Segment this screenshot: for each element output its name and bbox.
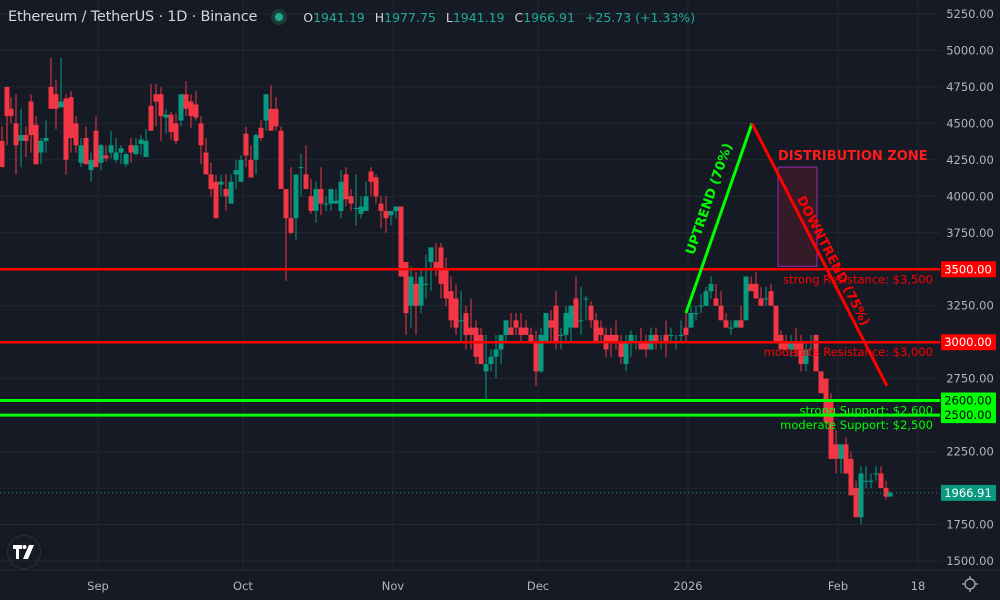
svg-text:3250.00: 3250.00	[946, 299, 994, 313]
svg-text:1500.00: 1500.00	[946, 554, 994, 568]
zone-label: DISTRIBUTION ZONE	[778, 149, 928, 164]
svg-text:5250.00: 5250.00	[946, 7, 994, 21]
svg-text:2750.00: 2750.00	[946, 372, 994, 386]
level-label: moderate Resistance: $3,000	[764, 345, 933, 359]
svg-text:Nov: Nov	[382, 579, 405, 593]
distribution-zone: DISTRIBUTION ZONE	[777, 149, 928, 267]
svg-text:4500.00: 4500.00	[946, 116, 994, 130]
svg-text:2026: 2026	[673, 579, 702, 593]
svg-text:Dec: Dec	[527, 579, 549, 593]
price-axis-labels: 5250.00 5000.00 4750.00 4500.00 4250.00 4000.…	[946, 7, 994, 568]
horizontal-levels[interactable]: strong Resistance: $3,500 moderate Resist…	[0, 268, 940, 432]
low-label: L	[445, 9, 453, 25]
time-axis[interactable]	[0, 571, 940, 600]
svg-text:2250.00: 2250.00	[946, 445, 994, 459]
candlestick-series	[0, 57, 893, 525]
high-value: 1977.75	[384, 9, 436, 25]
svg-text:Sep: Sep	[87, 579, 109, 593]
svg-text:4250.00: 4250.00	[946, 153, 994, 167]
gear-icon[interactable]	[960, 575, 980, 595]
time-axis-labels: Sep Oct Nov Dec 2026 Feb 18	[87, 579, 925, 593]
trendline	[684, 122, 754, 314]
chart-header: Ethereum / TetherUS · 1D · Binance O1941…	[8, 6, 695, 28]
change-value: +25.73 (+1.33%)	[584, 9, 696, 25]
tradingview-logo-icon[interactable]	[7, 535, 41, 569]
svg-text:4750.00: 4750.00	[946, 80, 994, 94]
open-value: 1941.19	[313, 9, 365, 25]
symbol-title[interactable]: Ethereum / TetherUS · 1D · Binance	[8, 9, 258, 25]
svg-text:3750.00: 3750.00	[946, 226, 994, 240]
level-label: strong Resistance: $3,500	[783, 272, 933, 286]
svg-text:Feb: Feb	[828, 579, 848, 593]
svg-text:1750.00: 1750.00	[946, 518, 994, 532]
open-label: O	[303, 9, 314, 25]
svg-text:1966.91: 1966.91	[944, 486, 992, 500]
low-value: 1941.19	[452, 9, 505, 25]
price-axis[interactable]	[940, 0, 1000, 570]
svg-text:2500.00: 2500.00	[944, 408, 992, 422]
svg-text:Oct: Oct	[233, 579, 253, 593]
ohlc-legend: O1941.19 H1977.75 L1941.19 C1966.91 +25.…	[303, 10, 695, 25]
close-label: C	[514, 9, 524, 25]
svg-text:18: 18	[911, 579, 926, 593]
svg-text:3000.00: 3000.00	[944, 335, 992, 349]
svg-text:2600.00: 2600.00	[944, 394, 992, 408]
svg-text:4000.00: 4000.00	[946, 189, 994, 203]
svg-text:5000.00: 5000.00	[946, 43, 994, 57]
trendline	[750, 122, 889, 387]
high-label: H	[374, 9, 385, 25]
svg-text:3500.00: 3500.00	[944, 262, 992, 276]
market-status-dot-icon	[271, 9, 288, 25]
level-label: moderate Support: $2,500	[780, 418, 933, 432]
close-value: 1966.91	[523, 9, 575, 25]
